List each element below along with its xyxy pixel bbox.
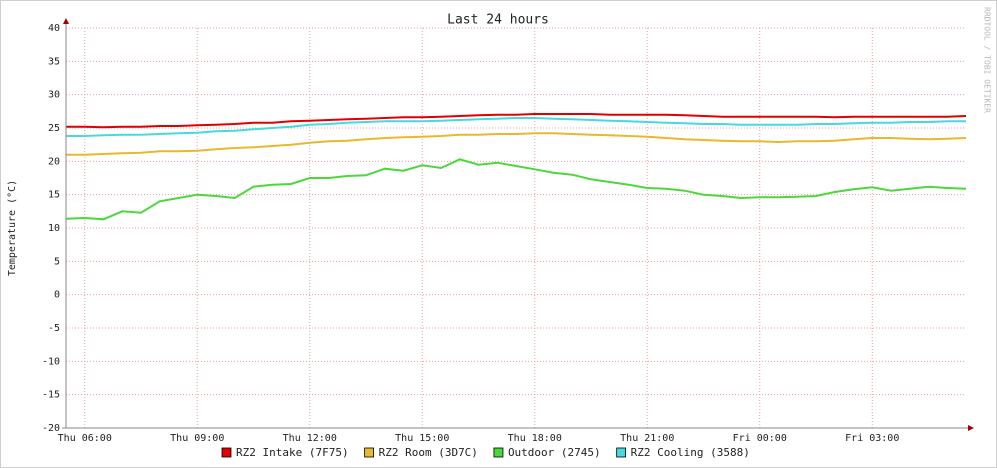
chart-title: Last 24 hours bbox=[447, 13, 549, 28]
y-tick-label: -10 bbox=[42, 356, 60, 367]
x-tick-label: Thu 21:00 bbox=[620, 433, 674, 444]
y-tick-label: 40 bbox=[48, 23, 60, 34]
y-tick-label: 15 bbox=[48, 190, 60, 201]
legend-swatch bbox=[364, 447, 374, 458]
y-tick-label: -20 bbox=[42, 423, 60, 434]
series-line bbox=[66, 132, 967, 156]
y-tick-label: 0 bbox=[54, 290, 60, 301]
x-tick-label: Thu 15:00 bbox=[395, 433, 449, 444]
plot bbox=[65, 113, 967, 221]
x-tick-label: Thu 12:00 bbox=[283, 433, 337, 444]
x-tick-label: Thu 09:00 bbox=[170, 433, 224, 444]
legend-label: RZ2 Intake (7F75) bbox=[236, 446, 349, 459]
legend-swatch bbox=[493, 447, 504, 458]
y-tick-label: 10 bbox=[48, 223, 60, 234]
y-tick-label: 25 bbox=[48, 123, 60, 134]
legend-swatch bbox=[221, 447, 232, 458]
watermark: RRDTOOL / TOBI OETIKER bbox=[983, 7, 992, 113]
x-tick-label: Fri 03:00 bbox=[845, 433, 899, 444]
x-tick-label: Thu 18:00 bbox=[508, 433, 562, 444]
legend-label: RZ2 Room (3D7C) bbox=[379, 446, 478, 459]
x-tick-label: Fri 00:00 bbox=[733, 433, 787, 444]
series-line bbox=[65, 158, 967, 221]
y-axis-label: Temperature (°C) bbox=[7, 180, 18, 276]
y-axis-arrow bbox=[63, 18, 69, 24]
y-tick-label: -5 bbox=[48, 323, 60, 334]
series-line bbox=[66, 113, 967, 129]
legend-swatch bbox=[616, 447, 627, 458]
y-tick-label: 35 bbox=[48, 56, 60, 67]
grid bbox=[66, 27, 966, 429]
y-tick-label: 20 bbox=[48, 156, 60, 167]
x-axis-arrow bbox=[968, 425, 974, 431]
legend: RZ2 Intake (7F75) RZ2 Room (3D7C) Outdoor … bbox=[221, 446, 750, 459]
legend-label: Outdoor (2745) bbox=[508, 446, 601, 459]
y-tick-label: -15 bbox=[42, 390, 60, 401]
x-tick-label: Thu 06:00 bbox=[58, 433, 112, 444]
series-line bbox=[66, 117, 966, 137]
legend-label: RZ2 Cooling (3588) bbox=[631, 446, 750, 459]
y-tick-label: 5 bbox=[54, 256, 60, 267]
y-tick-label: 30 bbox=[48, 90, 60, 101]
